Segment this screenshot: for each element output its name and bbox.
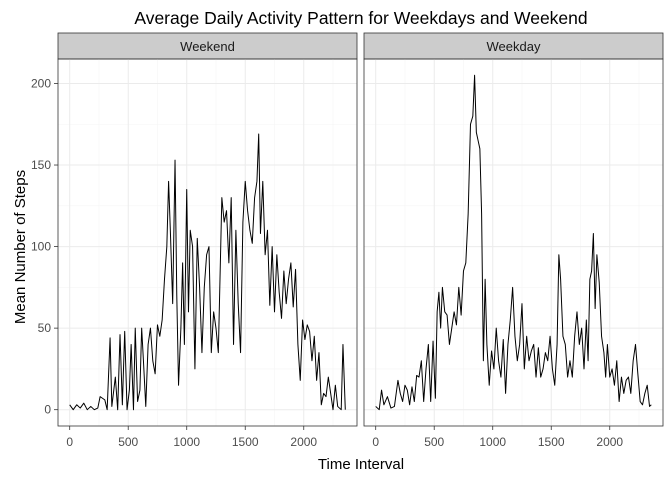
x-tick-label: 0: [372, 435, 379, 449]
x-tick-label: 1500: [232, 435, 259, 449]
x-tick-label: 500: [118, 435, 138, 449]
x-tick-label: 1000: [173, 435, 200, 449]
series-line-weekday: [375, 74, 652, 411]
series-line-weekend: [69, 133, 346, 411]
strip-weekend: [57, 32, 358, 60]
strip-label-weekend: Weekend: [180, 39, 235, 54]
x-tick-label: 1500: [538, 435, 565, 449]
x-tick-label: 2000: [596, 435, 623, 449]
panel-border: [57, 58, 358, 427]
y-tick-label: 50: [38, 321, 52, 335]
x-tick-label: 2000: [290, 435, 317, 449]
x-tick-label: 500: [424, 435, 444, 449]
x-tick-label: 1000: [479, 435, 506, 449]
y-tick-label: 150: [31, 158, 51, 172]
y-axis: 0 50 100 150 200: [31, 76, 58, 417]
y-axis-title: Mean Number of Steps: [12, 170, 29, 324]
x-tick-label: 0: [66, 435, 73, 449]
panels: Weekend 0 500 1000 1500 2000 Weekday 0 500 1000 15…: [57, 32, 664, 449]
panel-weekday: Weekday 0 500 1000 1500 2000: [363, 32, 664, 449]
panel-border: [363, 58, 664, 427]
y-tick-label: 100: [31, 240, 51, 254]
strip-label-weekday: Weekday: [487, 39, 541, 54]
y-tick-label: 200: [31, 76, 51, 90]
x-axis-title: Time Interval: [318, 456, 404, 473]
y-tick-label: 0: [44, 403, 51, 417]
chart-title: Average Daily Activity Pattern for Weekd…: [134, 8, 587, 28]
panel-weekend: Weekend 0 500 1000 1500 2000: [57, 32, 358, 449]
